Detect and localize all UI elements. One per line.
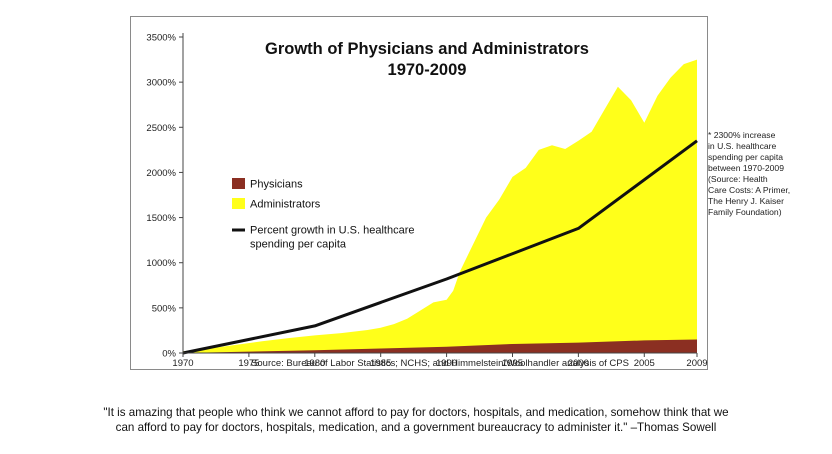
side-note-line: between 1970-2009 (708, 163, 784, 173)
y-tick-label: 500% (152, 303, 177, 314)
side-note-line: Family Foundation) (708, 207, 782, 217)
y-tick-label: 3000% (146, 78, 176, 89)
x-tick-label: 1985 (370, 358, 391, 369)
y-tick-label: 2000% (146, 168, 176, 179)
chart-subtitle: 1970-2009 (388, 61, 467, 79)
side-note-line: spending per capita (708, 152, 784, 162)
chart-panel: 0% 500% 1000% 1500% 2000% 2500% 3000% 3500% 1970… (130, 16, 708, 370)
x-tick-label: 1990 (436, 358, 457, 369)
side-note-line: The Henry J. Kaiser (708, 196, 784, 206)
y-tick-label: 1500% (146, 213, 176, 224)
side-note-line: in U.S. healthcare (708, 141, 777, 151)
legend-swatch-physicians (232, 178, 245, 189)
x-tick-label: 1980 (304, 358, 325, 369)
y-tick-label: 2500% (146, 123, 176, 134)
legend-swatch-administrators (232, 198, 245, 209)
side-note: * 2300% increase in U.S. healthcare spen… (708, 130, 826, 218)
side-note-line: Care Costs: A Primer, (708, 185, 791, 195)
x-tick-label: 2005 (634, 358, 655, 369)
side-note-line: (Source: Health (708, 174, 768, 184)
y-tick-label: 1000% (146, 258, 176, 269)
chart-source: Source: Bureau of Labor Statistics; NCHS… (251, 358, 629, 369)
quote-line: "It is amazing that people who think we … (103, 406, 729, 419)
legend-label-administrators: Administrators (250, 199, 321, 211)
chart-title: Growth of Physicians and Administrators (265, 40, 589, 58)
x-tick-label: 2009 (686, 358, 707, 369)
quote-line: can afford to pay for doctors, hospitals… (115, 421, 717, 434)
side-note-line: * 2300% increase (708, 130, 776, 140)
legend-label-healthcare-spending: Percent growth in U.S. healthcare (250, 225, 414, 237)
series-line-healthcare-spending (182, 139, 698, 355)
legend-label-physicians: Physicians (250, 179, 303, 191)
chart-svg: 0% 500% 1000% 1500% 2000% 2500% 3000% 3500% 1970… (146, 33, 707, 370)
legend-label-healthcare-spending-line2: spending per capita (250, 239, 347, 251)
area-administrators (183, 59, 697, 353)
y-tick-label: 3500% (146, 33, 176, 44)
x-tick-label: 1975 (238, 358, 259, 369)
x-tick-label: 1970 (172, 358, 193, 369)
area-physicians (183, 339, 697, 353)
x-tick-label: 2000 (568, 358, 589, 369)
quote: "It is amazing that people who think we … (0, 405, 832, 435)
x-tick-label: 1995 (502, 358, 523, 369)
y-tick-label: 0% (162, 349, 176, 360)
